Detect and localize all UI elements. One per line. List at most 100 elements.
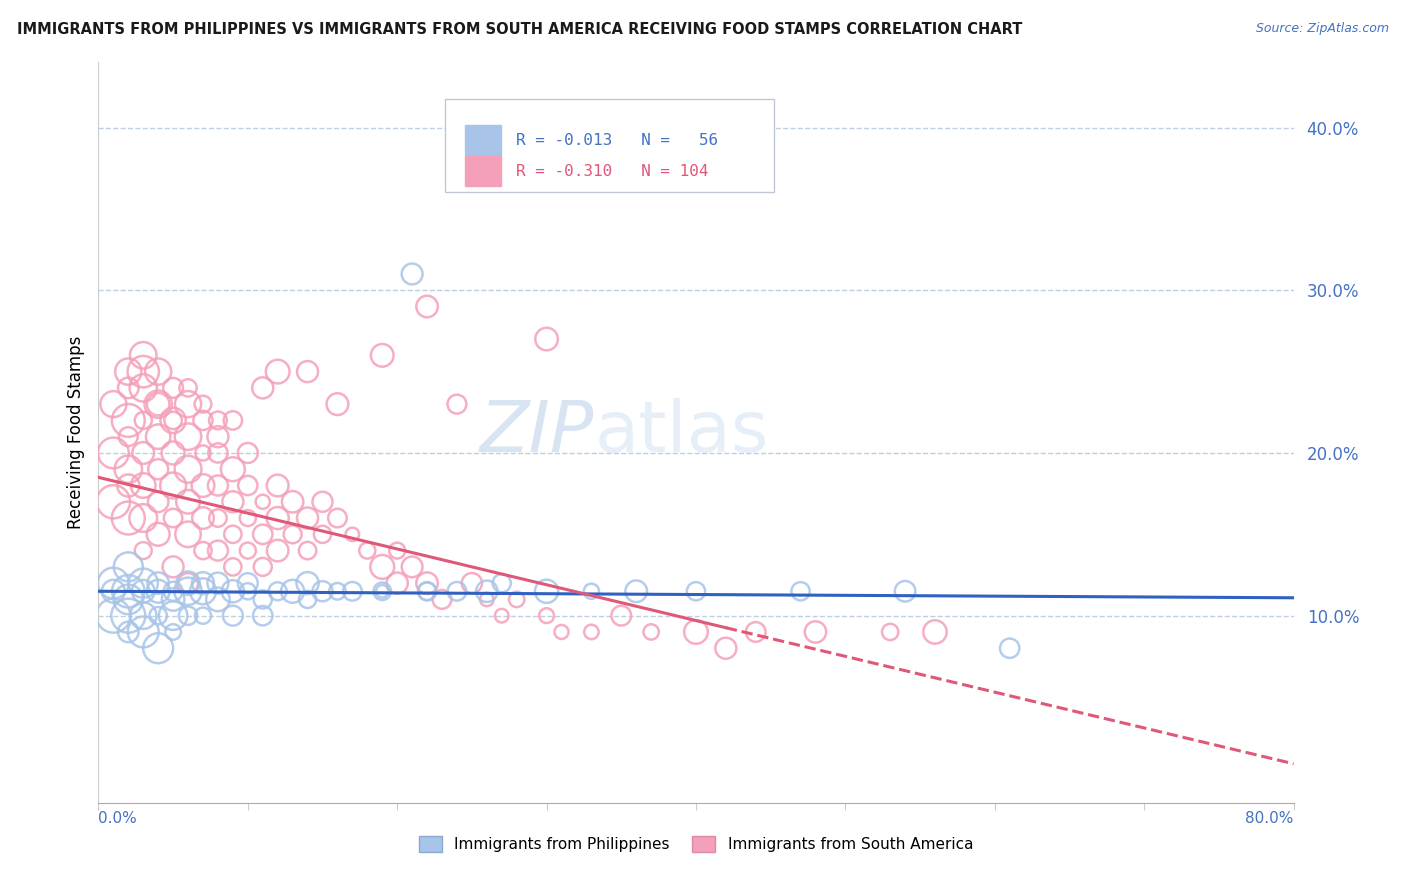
Point bbox=[998, 641, 1021, 656]
Point bbox=[685, 584, 707, 599]
Point bbox=[162, 413, 184, 427]
Point bbox=[281, 527, 304, 541]
Point bbox=[177, 381, 200, 395]
Point bbox=[222, 559, 245, 574]
Point bbox=[103, 584, 125, 599]
Point bbox=[894, 584, 917, 599]
Point bbox=[416, 584, 439, 599]
Point bbox=[416, 300, 439, 314]
Point bbox=[281, 495, 304, 509]
Point bbox=[162, 559, 184, 574]
Point bbox=[222, 584, 245, 599]
Point bbox=[297, 592, 319, 607]
Point bbox=[162, 446, 184, 460]
Point bbox=[491, 608, 513, 623]
Point bbox=[236, 511, 259, 525]
Point bbox=[191, 478, 214, 492]
Point bbox=[311, 527, 333, 541]
Point bbox=[132, 608, 155, 623]
Point bbox=[132, 348, 155, 362]
Point bbox=[356, 543, 378, 558]
Point bbox=[297, 511, 319, 525]
Point bbox=[132, 576, 155, 591]
Point bbox=[281, 584, 304, 599]
Point bbox=[342, 527, 364, 541]
Point bbox=[297, 576, 319, 591]
Point bbox=[117, 413, 139, 427]
Text: R = -0.013   N =   56: R = -0.013 N = 56 bbox=[516, 133, 717, 148]
Point bbox=[311, 495, 333, 509]
Point bbox=[191, 397, 214, 411]
Point bbox=[222, 413, 245, 427]
Point bbox=[804, 624, 827, 639]
Point bbox=[371, 559, 394, 574]
Point bbox=[610, 608, 633, 623]
FancyBboxPatch shape bbox=[446, 99, 773, 192]
Point bbox=[148, 397, 170, 411]
Point bbox=[148, 430, 170, 444]
Point bbox=[326, 584, 349, 599]
Point bbox=[461, 576, 484, 591]
Point bbox=[207, 413, 229, 427]
Point bbox=[924, 624, 946, 639]
Point bbox=[162, 592, 184, 607]
Point bbox=[132, 413, 155, 427]
Point bbox=[236, 478, 259, 492]
Point bbox=[191, 543, 214, 558]
Point bbox=[117, 430, 139, 444]
Point bbox=[236, 446, 259, 460]
Point bbox=[267, 584, 290, 599]
Point bbox=[267, 543, 290, 558]
Point bbox=[191, 608, 214, 623]
Point bbox=[177, 397, 200, 411]
Point bbox=[162, 608, 184, 623]
Point bbox=[207, 592, 229, 607]
Point bbox=[626, 584, 648, 599]
Text: atlas: atlas bbox=[595, 398, 769, 467]
Point bbox=[207, 576, 229, 591]
Point bbox=[491, 576, 513, 591]
Point bbox=[640, 624, 662, 639]
Point bbox=[506, 592, 529, 607]
Point bbox=[177, 527, 200, 541]
Point bbox=[401, 559, 423, 574]
Point bbox=[207, 511, 229, 525]
Point bbox=[536, 608, 558, 623]
Point bbox=[132, 381, 155, 395]
Point bbox=[117, 624, 139, 639]
Bar bbox=[465, 156, 501, 186]
Point bbox=[148, 527, 170, 541]
Bar bbox=[465, 126, 501, 155]
Point bbox=[177, 608, 200, 623]
Point bbox=[117, 584, 139, 599]
Point bbox=[117, 559, 139, 574]
Point bbox=[416, 576, 439, 591]
Point bbox=[162, 624, 184, 639]
Point bbox=[148, 365, 170, 379]
Point bbox=[475, 592, 498, 607]
Point bbox=[148, 608, 170, 623]
Point bbox=[191, 576, 214, 591]
Point bbox=[550, 624, 572, 639]
Point bbox=[177, 430, 200, 444]
Point bbox=[177, 576, 200, 591]
Point bbox=[581, 624, 603, 639]
Point bbox=[103, 397, 125, 411]
Point bbox=[191, 584, 214, 599]
Point bbox=[385, 543, 409, 558]
Point bbox=[222, 608, 245, 623]
Point bbox=[252, 559, 274, 574]
Point bbox=[297, 543, 319, 558]
Point bbox=[222, 462, 245, 476]
Point bbox=[371, 584, 394, 599]
Point bbox=[401, 267, 423, 281]
Text: ZIP: ZIP bbox=[479, 398, 595, 467]
Point bbox=[132, 365, 155, 379]
Point bbox=[162, 478, 184, 492]
Point bbox=[177, 462, 200, 476]
Point bbox=[222, 495, 245, 509]
Point bbox=[297, 365, 319, 379]
Text: R = -0.310   N = 104: R = -0.310 N = 104 bbox=[516, 164, 709, 178]
Point bbox=[446, 397, 468, 411]
Point bbox=[191, 413, 214, 427]
